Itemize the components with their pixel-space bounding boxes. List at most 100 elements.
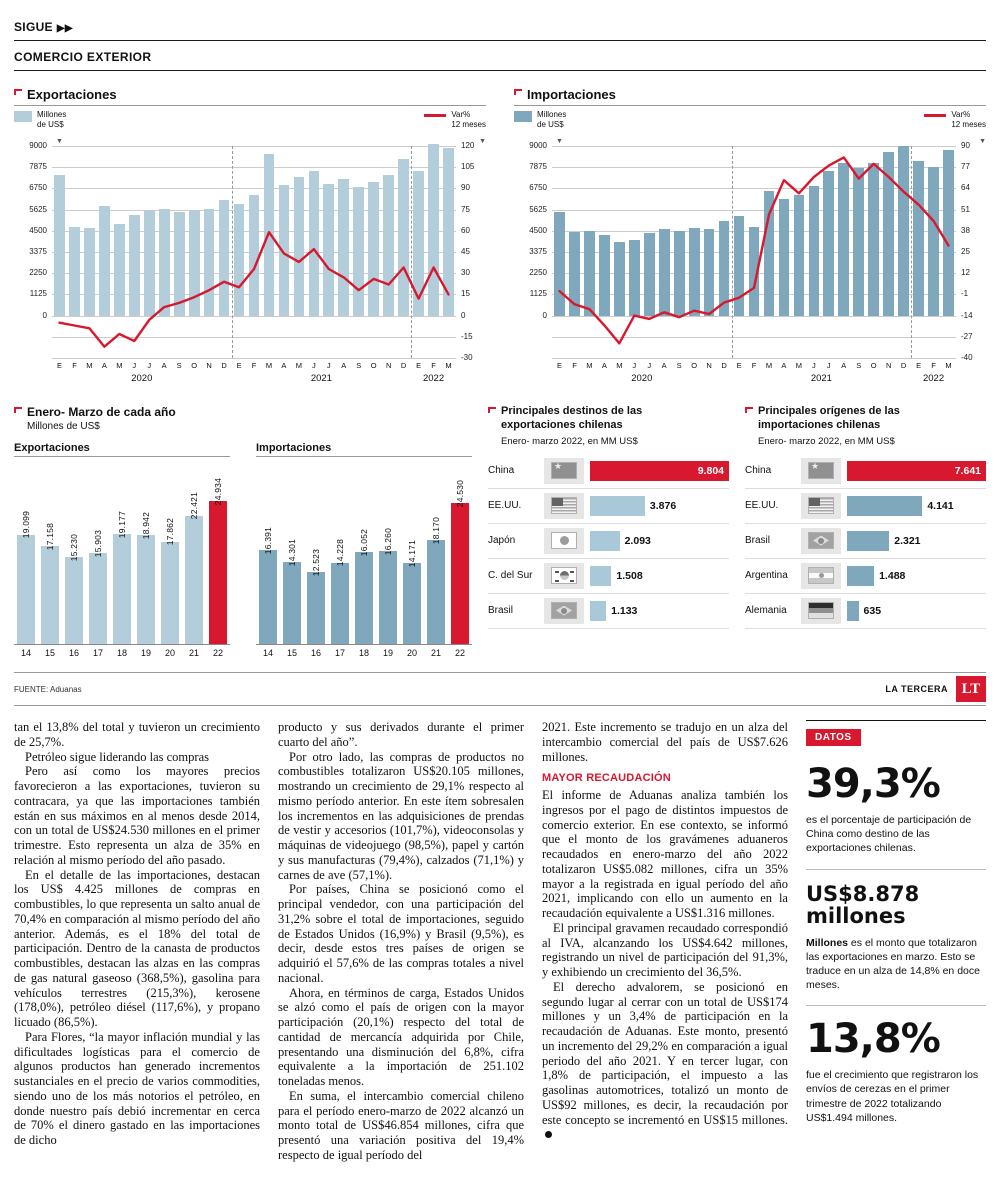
bar-value-label: 14.171 [407, 539, 417, 567]
year-label: 18 [116, 648, 127, 658]
country-label: EE.UU. [745, 500, 779, 511]
left-axis-tick: 0 [542, 310, 547, 320]
line-legend: Var% 12 meses [924, 110, 986, 129]
bar [402, 562, 422, 644]
bar [203, 209, 215, 316]
usa-flag-icon [808, 497, 834, 514]
year-label: 20 [164, 648, 175, 658]
bar-area: 635 [847, 600, 986, 621]
bar-value-label: 18.942 [141, 512, 151, 540]
right-axis-tick: 60 [461, 225, 470, 235]
left-axis-tick: 1125 [529, 289, 547, 299]
section-marker-icon [14, 407, 22, 413]
ranking-row: Brasil 1.133 [488, 594, 729, 629]
right-axis-tick: 45 [461, 247, 470, 256]
datos-sidebar: DATOS 39,3% es el porcentaje de participa… [806, 720, 986, 1163]
divider [806, 720, 986, 721]
month-label: N [885, 361, 892, 370]
bar: 9.804 [590, 460, 729, 481]
left-axis-tick: 3375 [29, 247, 47, 256]
q1-by-year-block: Enero- Marzo de cada año Millones de US$… [14, 405, 472, 660]
bar [673, 230, 685, 316]
bar [847, 495, 923, 516]
bar [590, 495, 645, 516]
bar [128, 215, 140, 316]
bar-value-label: 15.903 [93, 529, 103, 557]
flag-cell [544, 492, 584, 519]
bar [569, 232, 580, 316]
bar [847, 600, 859, 621]
chart-title: Exportaciones [14, 442, 230, 457]
month-label: O [870, 361, 877, 370]
right-axis-tick: -1 [961, 289, 969, 299]
month-label: O [691, 361, 698, 370]
article-paragraph: 2021. Este incremento se tradujo en un a… [542, 720, 788, 764]
bar [847, 565, 875, 586]
right-axis-tick: 0 [461, 310, 466, 320]
chart-title: Exportaciones [27, 87, 117, 102]
month-label: N [385, 361, 392, 370]
stat-description: es el porcentaje de participación de Chi… [806, 814, 972, 855]
month-label: F [431, 361, 436, 370]
bar [838, 163, 850, 316]
ranking-row: Brasil 2.321 [745, 524, 986, 559]
brand-name: LA TERCERA [885, 684, 948, 694]
bar [293, 176, 305, 316]
monthly-charts-row: Exportaciones Millones de US$ Var% 12 mese… [14, 87, 986, 385]
left-axis-tick: 7875 [29, 162, 47, 172]
month-label: S [856, 361, 862, 370]
bar-area: 2.093 [590, 530, 729, 551]
section-marker-icon [488, 407, 496, 413]
month-label: A [281, 361, 287, 370]
stat-description: Millones es el monto que totalizaron las… [806, 936, 980, 992]
month-label: E [916, 361, 922, 370]
bar [613, 242, 625, 316]
variation-line [58, 230, 450, 348]
bar-value-label: 2.093 [624, 534, 651, 547]
month-label: S [176, 361, 182, 370]
month-label: J [132, 361, 137, 370]
month-label: F [572, 361, 577, 370]
right-axis-tick: 90 [961, 141, 970, 150]
bar-area: 1.508 [590, 565, 729, 586]
bar [450, 503, 470, 644]
country-label: Alemania [745, 605, 787, 616]
bar-value-label: 16.052 [359, 528, 369, 556]
month-label: E [236, 361, 242, 370]
ranking-rows: China 9.804 EE.UU. 3.876 Japón 2.093 C. del Su… [488, 454, 729, 629]
bar [308, 170, 320, 316]
year-label: 18 [358, 648, 369, 658]
month-label: D [900, 361, 907, 370]
bar [426, 539, 446, 644]
section-title: COMERCIO EXTERIOR [14, 50, 152, 64]
right-axis-tick: 38 [961, 225, 970, 235]
country-label: EE.UU. [488, 500, 522, 511]
imports-monthly-chart: Importaciones Millones de US$ Var% 12 mese… [514, 87, 986, 385]
month-label: S [676, 361, 682, 370]
left-axis-tick: 4500 [29, 225, 47, 235]
divider [806, 868, 986, 870]
ranking-row: EE.UU. 3.876 [488, 489, 729, 524]
right-axis-tick: -15 [461, 331, 473, 341]
month-label: F [931, 361, 936, 370]
stat-value: 13,8% [806, 1016, 941, 1063]
gridline [552, 336, 956, 338]
bar [398, 159, 409, 316]
bar-value-label: 14.301 [287, 538, 297, 566]
bar-swatch-icon [14, 111, 32, 122]
month-label: F [251, 361, 257, 370]
gridline [552, 315, 956, 317]
export-destinations-chart: Principales destinos de las exportaciones… [488, 405, 729, 660]
source-credit: FUENTE: Aduanas [14, 684, 82, 694]
bar-value-label: 19.177 [117, 510, 127, 539]
axis-pointer-icon: ▼ [479, 138, 486, 145]
sigue-label: SIGUE [14, 20, 53, 34]
bar-value-label: 24.934 [213, 477, 223, 506]
bar [54, 175, 65, 316]
year-label: 19 [140, 648, 151, 658]
month-label: F [72, 361, 77, 370]
gridline [552, 358, 956, 359]
right-axis-tick: 30 [461, 268, 470, 278]
article-paragraph: Petróleo sigue liderando las compras [25, 749, 209, 764]
